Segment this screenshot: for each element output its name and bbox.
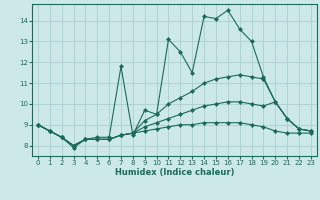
X-axis label: Humidex (Indice chaleur): Humidex (Indice chaleur): [115, 168, 234, 177]
